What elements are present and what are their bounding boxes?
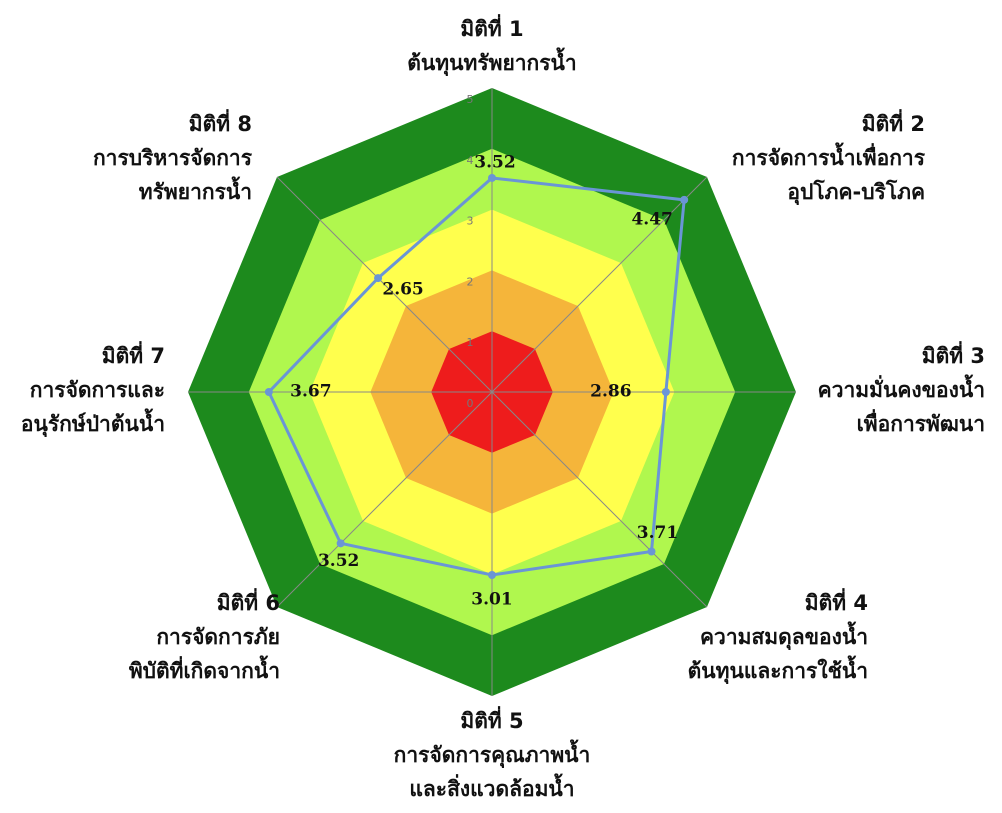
category-label: มิติที่ 8 xyxy=(189,108,252,136)
category-label: พิบัติที่เกิดจากน้ำ xyxy=(129,655,280,683)
category-label: มิติที่ 5 xyxy=(460,705,523,733)
spoke xyxy=(491,176,708,393)
r-tick-label: 2 xyxy=(467,275,474,288)
r-tick-label: 3 xyxy=(467,215,474,228)
value-label: 3.52 xyxy=(474,152,515,172)
category-label: มิติที่ 4 xyxy=(805,587,868,615)
r-tick-label: 0 xyxy=(467,397,474,410)
spoke xyxy=(276,176,493,393)
marker xyxy=(264,388,273,396)
category-label: มิติที่ 3 xyxy=(922,340,985,368)
category-label: มิติที่ 1 xyxy=(460,13,523,41)
category-label: ความสมดุลของน้ำ xyxy=(700,621,868,651)
category-label: การจัดการภัย xyxy=(156,625,280,649)
r-tick-label: 5 xyxy=(467,93,474,106)
value-label: 3.52 xyxy=(318,551,359,571)
marker xyxy=(488,571,496,580)
category-label: ต้นทุนและการใช้น้ำ xyxy=(688,655,868,685)
marker xyxy=(374,274,383,283)
marker xyxy=(680,195,689,204)
category-label: อุปโภค-บริโภค xyxy=(787,179,925,206)
value-label: 2.65 xyxy=(382,280,423,300)
category-label: อนุรักษ์ป่าต้นน้ำ xyxy=(21,408,165,438)
category-label: ทรัพยากรน้ำ xyxy=(139,176,252,204)
category-label: เพื่อการพัฒนา xyxy=(857,408,985,436)
value-label: 3.71 xyxy=(637,523,678,543)
value-label: 2.86 xyxy=(590,382,631,402)
category-label: มิติที่ 7 xyxy=(102,340,165,368)
value-label: 3.01 xyxy=(471,590,512,610)
value-label: 3.67 xyxy=(290,382,331,402)
category-label: การจัดการคุณภาพน้ำ xyxy=(394,739,591,769)
marker xyxy=(647,547,656,556)
category-label: มิติที่ 6 xyxy=(217,587,280,615)
r-tick-label: 4 xyxy=(467,154,474,167)
category-label: และสิ่งแวดล้อมน้ำ xyxy=(409,773,574,801)
value-label: 4.47 xyxy=(631,209,672,229)
spoke xyxy=(276,391,493,608)
category-label: ความมั่นคงของน้ำ xyxy=(818,374,985,402)
category-label: ต้นทุนทรัพยากรน้ำ xyxy=(407,47,576,77)
r-tick-label: 1 xyxy=(467,336,474,349)
marker xyxy=(336,539,345,548)
category-label: มิติที่ 2 xyxy=(862,108,925,136)
category-label: การจัดการน้ำเพื่อการ xyxy=(732,142,926,170)
marker xyxy=(488,173,496,182)
category-label: การจัดการและ xyxy=(30,378,165,402)
spoke xyxy=(491,391,708,608)
category-label: การบริหารจัดการ xyxy=(93,146,253,170)
marker xyxy=(661,388,670,396)
